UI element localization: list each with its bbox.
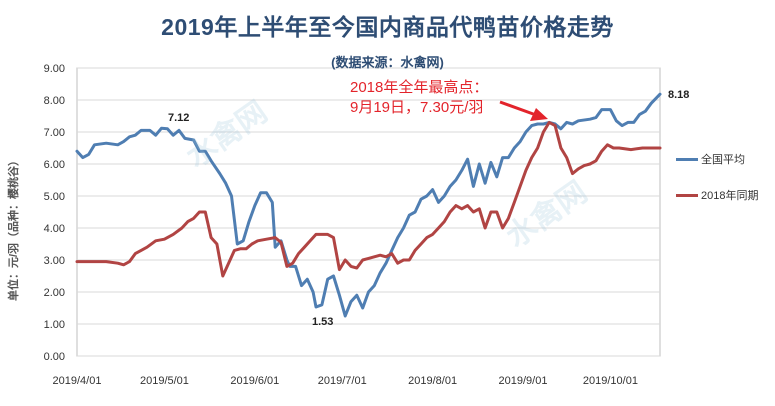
- legend-item-prev: 2018年同期: [676, 186, 758, 204]
- y-tick-label: 5.00: [44, 191, 65, 203]
- chart-title: 2019年上半年至今国内商品代鸭苗价格走势: [161, 14, 614, 40]
- x-tick-label: 2019/4/01: [53, 375, 102, 387]
- annotation-line1: 2018年全年最高点：: [350, 79, 489, 96]
- x-tick-label: 2019/8/01: [408, 375, 457, 387]
- y-tick-label: 6.00: [44, 159, 65, 171]
- y-tick-label: 2.00: [44, 287, 65, 299]
- x-tick-label: 2019/9/01: [499, 375, 548, 387]
- annotation-callout: 2018年全年最高点： 9月19日，7.30元/羽: [350, 78, 488, 118]
- x-tick-label: 2019/7/01: [318, 375, 367, 387]
- x-tick-label: 2019/5/01: [140, 375, 189, 387]
- last-value-label: 8.18: [668, 89, 690, 101]
- y-axis-label: 单位：元/羽（品种：樱桃谷）: [8, 154, 20, 302]
- annotation-arrow-head: [530, 108, 548, 121]
- legend-label-prev: 2018年同期: [701, 190, 759, 202]
- y-tick-label: 0.00: [44, 351, 65, 363]
- y-tick-label: 4.00: [44, 223, 65, 235]
- y-tick-label: 3.00: [44, 255, 65, 267]
- legend-swatch-avg: [676, 157, 698, 161]
- series-line-1: [75, 120, 662, 278]
- annotation-line2: 9月19日，7.30元/羽: [350, 99, 484, 116]
- legend: 全国平均 2018年同期: [676, 150, 758, 222]
- y-tick-label: 7.00: [44, 127, 65, 139]
- chart-subtitle: (数据来源：水禽网): [331, 55, 444, 70]
- x-tick-label: 2019/10/01: [583, 375, 638, 387]
- annotation-arrow-shaft: [499, 100, 537, 117]
- low-value-label: 1.53: [312, 316, 334, 328]
- y-tick-label: 1.00: [44, 319, 65, 331]
- legend-label-avg: 全国平均: [701, 154, 745, 166]
- peak-value-label: 7.12: [168, 112, 190, 124]
- x-tick-label: 2019/6/01: [230, 375, 279, 387]
- legend-item-avg: 全国平均: [676, 150, 758, 168]
- y-tick-label: 8.00: [44, 95, 65, 107]
- legend-swatch-prev: [676, 193, 698, 197]
- y-tick-label: 9.00: [44, 63, 65, 75]
